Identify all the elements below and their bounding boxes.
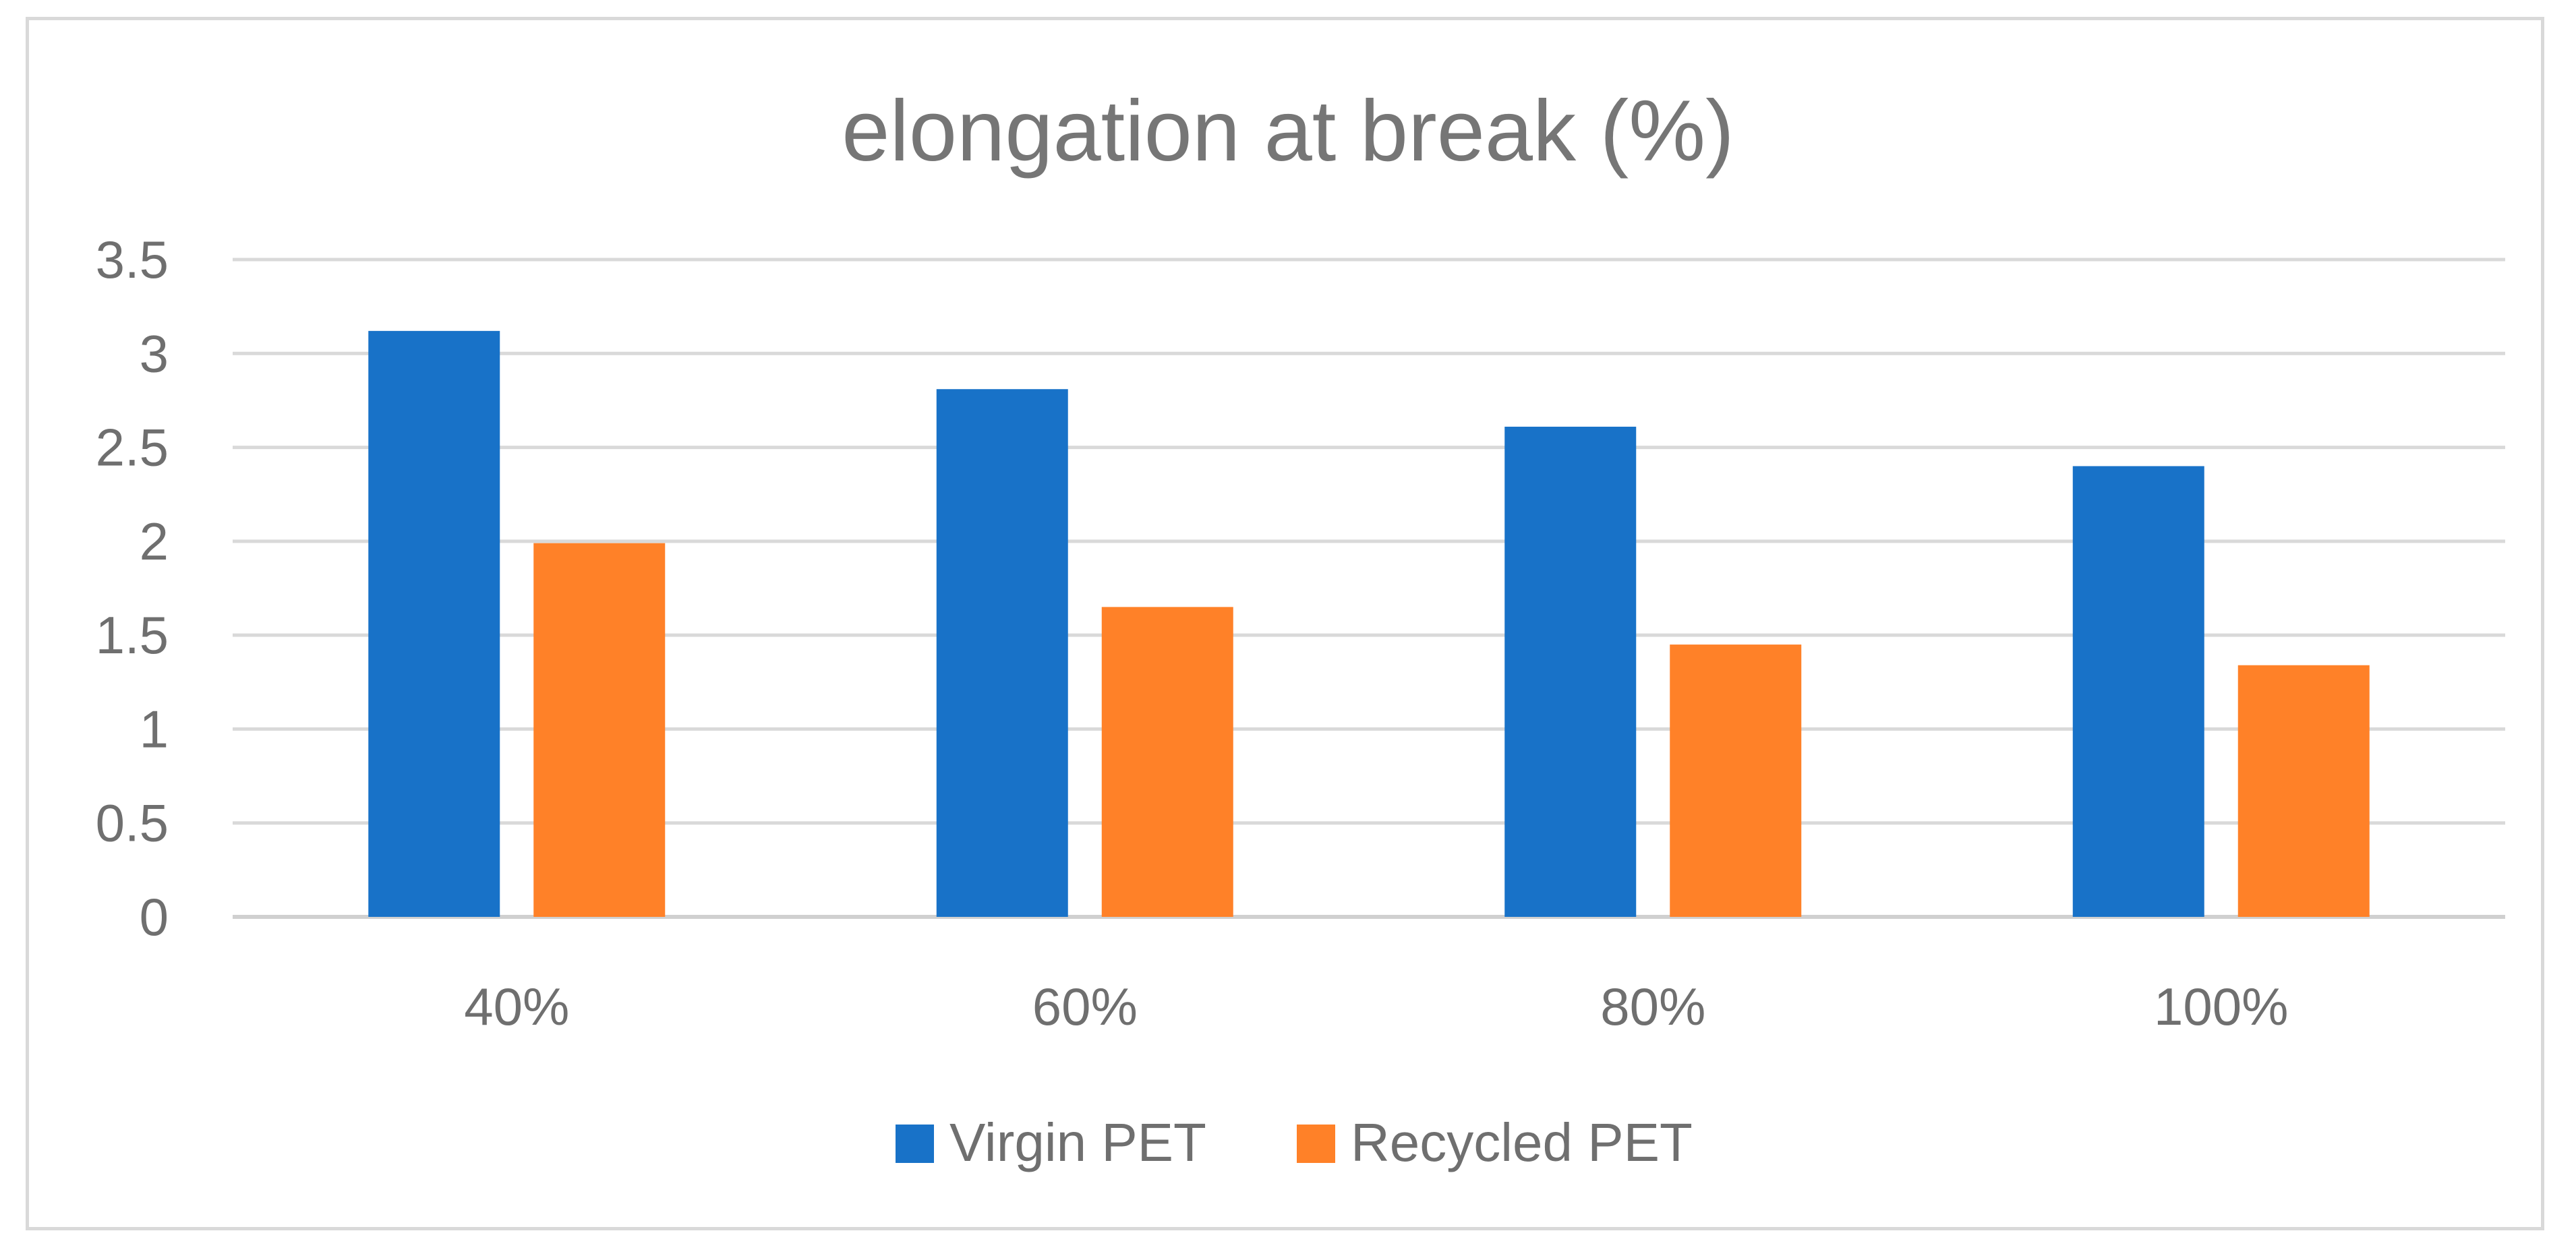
x-tick-label: 40% xyxy=(464,977,569,1036)
y-tick-label: 3.5 xyxy=(96,230,169,289)
bar-virgin-pet-60pct xyxy=(936,389,1068,917)
y-axis-ticks: 0 0.5 1 1.5 2 2.5 3 3.5 xyxy=(96,230,169,947)
x-tick-label: 100% xyxy=(2154,977,2289,1036)
x-axis-ticks: 40% 60% 80% 100% xyxy=(464,977,2288,1036)
bar-recycled-pet-40pct xyxy=(533,543,666,917)
y-tick-label: 2.5 xyxy=(96,418,169,477)
chart-title: elongation at break (%) xyxy=(842,83,1734,179)
y-tick-label: 1.5 xyxy=(96,605,169,665)
y-tick-label: 0 xyxy=(140,887,169,947)
bar-recycled-pet-80pct xyxy=(1670,645,1802,917)
bar-virgin-pet-80pct xyxy=(1504,426,1637,917)
legend-label: Virgin PET xyxy=(949,1112,1206,1172)
bar-virgin-pet-40pct xyxy=(368,330,500,917)
bar-virgin-pet-100pct xyxy=(2072,466,2204,917)
bars xyxy=(368,330,2370,917)
y-tick-label: 2 xyxy=(140,512,169,571)
legend: Virgin PET Recycled PET xyxy=(896,1112,1693,1172)
x-tick-label: 60% xyxy=(1032,977,1138,1036)
y-tick-label: 3 xyxy=(140,324,169,383)
y-tick-label: 0.5 xyxy=(96,793,169,853)
y-tick-label: 1 xyxy=(140,699,169,758)
bar-recycled-pet-60pct xyxy=(1101,607,1233,917)
legend-label: Recycled PET xyxy=(1351,1112,1693,1172)
legend-swatch xyxy=(1297,1125,1335,1163)
bar-recycled-pet-100pct xyxy=(2237,665,2370,917)
legend-swatch xyxy=(896,1125,934,1163)
x-tick-label: 80% xyxy=(1600,977,1705,1036)
